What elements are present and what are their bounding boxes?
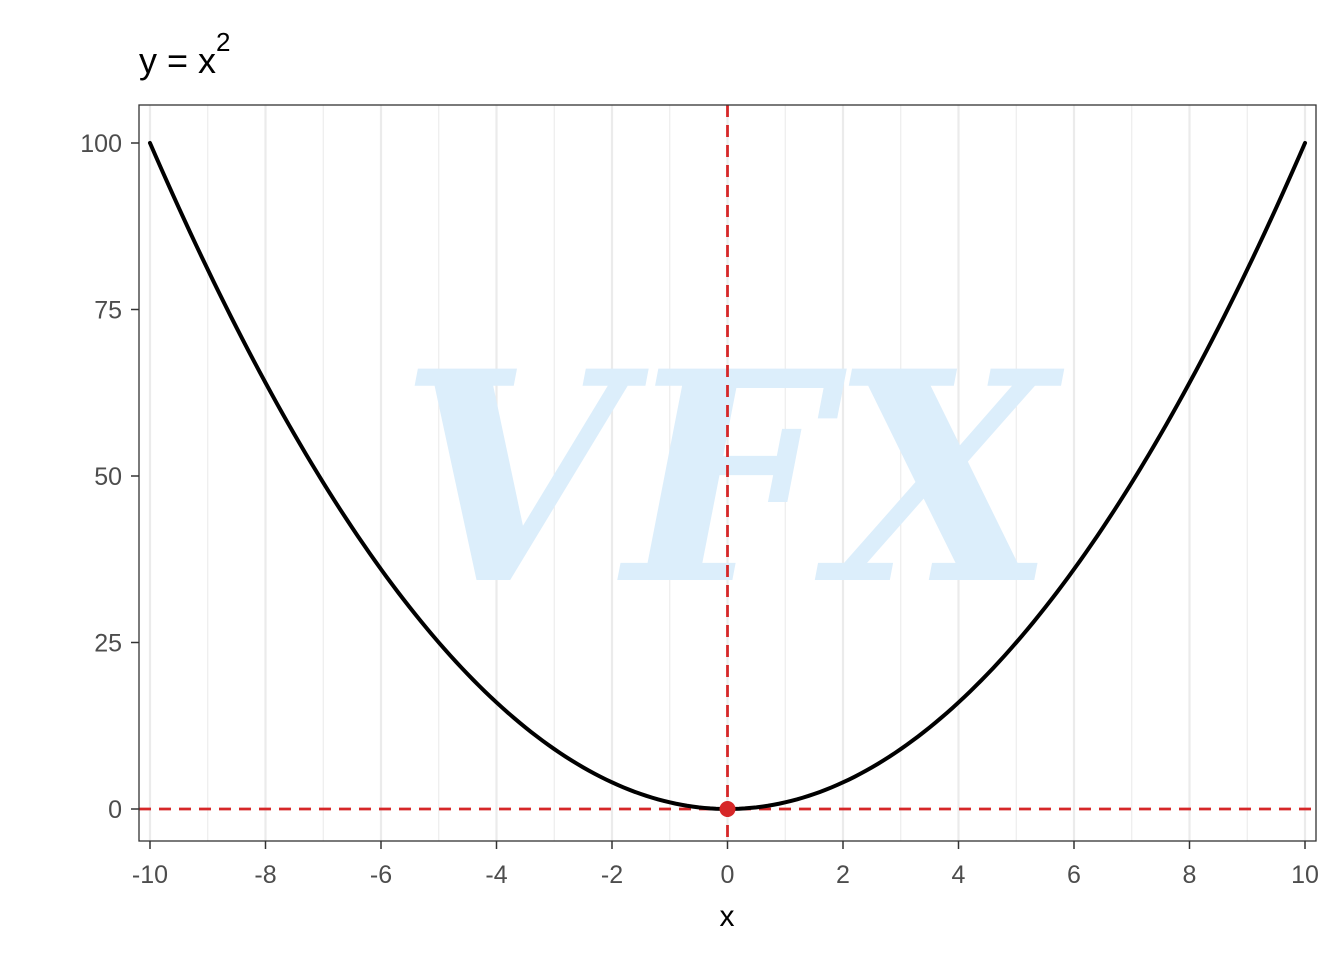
plot-title: y = x2 [139,27,231,81]
x-tick-label: 4 [952,861,966,889]
y-axis-ticks: 0 25 50 75 100 [80,130,139,824]
x-tick-label: -10 [132,861,168,889]
x-tick-label: -6 [370,861,392,889]
x-tick-label: 10 [1291,861,1319,889]
x-tick-label: -4 [485,861,507,889]
y-tick-label: 75 [94,297,122,325]
x-tick-label: 2 [836,861,850,889]
x-tick-label: -2 [601,861,623,889]
y-tick-label: 50 [94,463,122,491]
x-tick-label: -8 [254,861,276,889]
plot-title-superscript: 2 [216,27,230,57]
y-tick-label: 25 [94,630,122,658]
watermark-text: VFX [399,309,1066,649]
x-axis-ticks: -10 -8 -6 -4 -2 0 2 4 6 8 10 [132,841,1319,889]
y-tick-label: 0 [108,796,122,824]
highlight-point-layer [719,801,736,817]
x-tick-label: 8 [1183,861,1197,889]
x-axis-title: x [720,900,735,933]
x-tick-label: 0 [721,861,735,889]
x-tick-label: 6 [1067,861,1081,889]
y-tick-label: 100 [80,130,122,158]
plot-title-base: y = x [139,40,216,81]
highlight-point [719,801,736,817]
